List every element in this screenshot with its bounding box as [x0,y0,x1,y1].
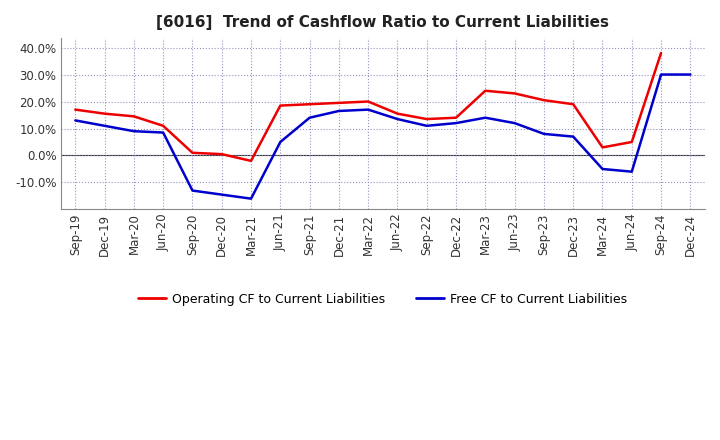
Operating CF to Current Liabilities [217,151,226,157]
Operating CF to Current Liabilities [451,115,460,121]
Free CF to Current Liabilities [217,192,226,197]
Operating CF to Current Liabilities [598,145,607,150]
Free CF to Current Liabilities [451,121,460,126]
Title: [6016]  Trend of Cashflow Ratio to Current Liabilities: [6016] Trend of Cashflow Ratio to Curren… [156,15,609,30]
Operating CF to Current Liabilities [335,100,343,106]
Free CF to Current Liabilities [130,128,138,134]
Free CF to Current Liabilities [481,115,490,121]
Operating CF to Current Liabilities [276,103,284,108]
Operating CF to Current Liabilities [569,102,577,107]
Free CF to Current Liabilities [510,121,519,126]
Free CF to Current Liabilities [188,188,197,193]
Operating CF to Current Liabilities [423,117,431,122]
Operating CF to Current Liabilities [305,102,314,107]
Free CF to Current Liabilities [569,134,577,139]
Operating CF to Current Liabilities [100,111,109,116]
Operating CF to Current Liabilities [159,123,168,128]
Operating CF to Current Liabilities [364,99,372,104]
Operating CF to Current Liabilities [510,91,519,96]
Operating CF to Current Liabilities [247,158,256,164]
Operating CF to Current Liabilities [657,50,665,55]
Free CF to Current Liabilities [364,107,372,112]
Free CF to Current Liabilities [276,139,284,145]
Free CF to Current Liabilities [393,117,402,122]
Free CF to Current Liabilities [100,123,109,128]
Line: Free CF to Current Liabilities: Free CF to Current Liabilities [76,74,690,199]
Free CF to Current Liabilities [657,72,665,77]
Free CF to Current Liabilities [598,166,607,172]
Free CF to Current Liabilities [539,131,548,136]
Operating CF to Current Liabilities [539,98,548,103]
Free CF to Current Liabilities [247,196,256,202]
Free CF to Current Liabilities [335,108,343,114]
Operating CF to Current Liabilities [627,139,636,145]
Free CF to Current Liabilities [305,115,314,121]
Free CF to Current Liabilities [159,130,168,135]
Free CF to Current Liabilities [627,169,636,174]
Legend: Operating CF to Current Liabilities, Free CF to Current Liabilities: Operating CF to Current Liabilities, Fre… [133,288,632,311]
Free CF to Current Liabilities [686,72,695,77]
Operating CF to Current Liabilities [188,150,197,155]
Line: Operating CF to Current Liabilities: Operating CF to Current Liabilities [76,53,661,161]
Free CF to Current Liabilities [71,118,80,123]
Operating CF to Current Liabilities [71,107,80,112]
Operating CF to Current Liabilities [393,111,402,116]
Operating CF to Current Liabilities [130,114,138,119]
Free CF to Current Liabilities [423,123,431,128]
Operating CF to Current Liabilities [481,88,490,93]
